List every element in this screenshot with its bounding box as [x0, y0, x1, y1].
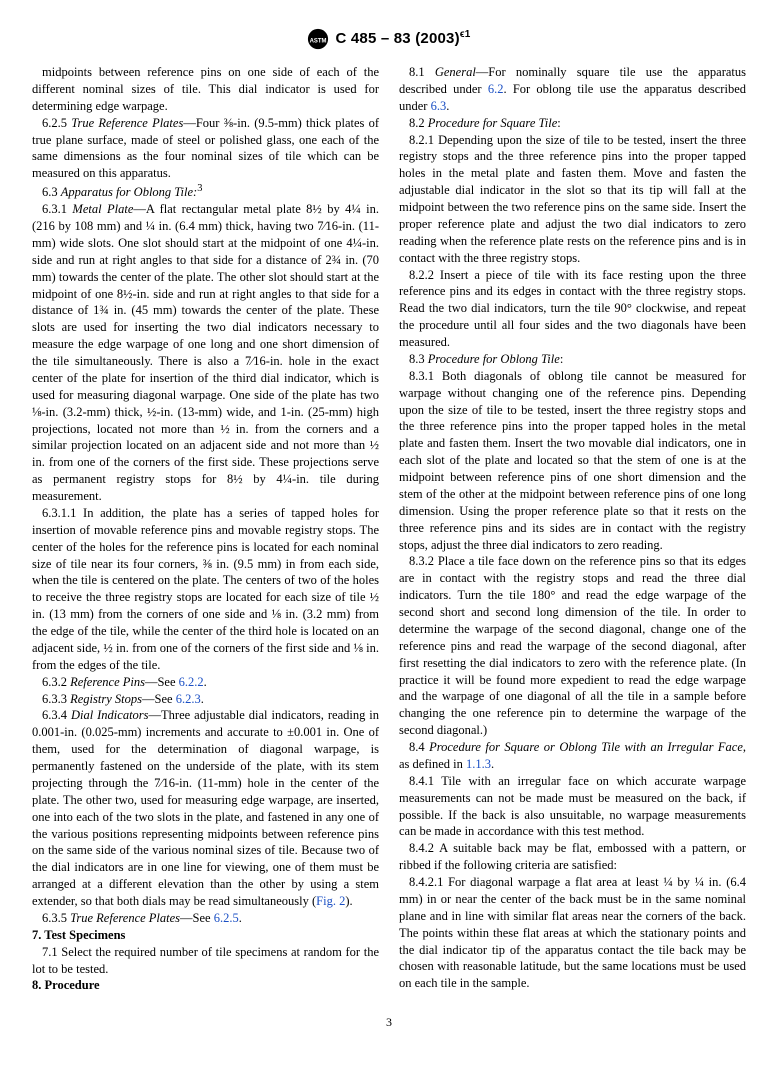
link-6-2-5[interactable]: 6.2.5: [214, 911, 239, 925]
para-6-3-1-1: 6.3.1.1 In addition, the plate has a ser…: [32, 505, 379, 674]
para-6-2-4-cont: midpoints between reference pins on one …: [32, 64, 379, 115]
para-8-4-1: 8.4.1 Tile with an irregular face on whi…: [399, 773, 746, 841]
link-6-2-2[interactable]: 6.2.2: [179, 675, 204, 689]
link-6-2-3[interactable]: 6.2.3: [176, 692, 201, 706]
para-8-2: 8.2 Procedure for Square Tile:: [399, 115, 746, 132]
para-8-2-2: 8.2.2 Insert a piece of tile with its fa…: [399, 267, 746, 351]
para-8-3-2: 8.3.2 Place a tile face down on the refe…: [399, 553, 746, 739]
para-6-3-1: 6.3.1 Metal Plate—A flat rectangular met…: [32, 201, 379, 505]
para-8-3-1: 8.3.1 Both diagonals of oblong tile cann…: [399, 368, 746, 554]
link-6-2[interactable]: 6.2: [488, 82, 504, 96]
svg-text:ASTM: ASTM: [310, 39, 327, 45]
para-8-4-2-1: 8.4.2.1 For diagonal warpage a flat area…: [399, 874, 746, 992]
para-6-3-4: 6.3.4 Dial Indicators—Three adjustable d…: [32, 707, 379, 910]
page-number: 3: [32, 1014, 746, 1030]
para-6-3-3: 6.3.3 Registry Stops—See 6.2.3.: [32, 691, 379, 708]
doc-number-main: C 485 – 83 (2003): [335, 30, 459, 47]
section-7-head: 7. Test Specimens: [32, 927, 379, 944]
section-8-head: 8. Procedure: [32, 977, 379, 994]
para-6-3-5: 6.3.5 True Reference Plates—See 6.2.5.: [32, 910, 379, 927]
para-7-1: 7.1 Select the required number of tile s…: [32, 944, 379, 978]
para-8-4: 8.4 Procedure for Square or Oblong Tile …: [399, 739, 746, 773]
link-1-1-3[interactable]: 1.1.3: [466, 757, 491, 771]
link-fig-2[interactable]: Fig. 2: [316, 894, 345, 908]
para-8-2-1: 8.2.1 Depending upon the size of tile to…: [399, 132, 746, 267]
para-6-3: 6.3 Apparatus for Oblong Tile:3: [32, 182, 379, 201]
para-8-3: 8.3 Procedure for Oblong Tile:: [399, 351, 746, 368]
doc-header: ASTM C 485 – 83 (2003)ϵ1: [32, 28, 746, 50]
para-8-1: 8.1 General—For nominally square tile us…: [399, 64, 746, 115]
para-6-2-5: 6.2.5 True Reference Plates—Four ⅜-in. (…: [32, 115, 379, 183]
doc-number-sup: ϵ1: [460, 29, 471, 40]
page-columns: midpoints between reference pins on one …: [32, 64, 746, 994]
para-6-3-2: 6.3.2 Reference Pins—See 6.2.2.: [32, 674, 379, 691]
doc-number: C 485 – 83 (2003)ϵ1: [335, 28, 470, 49]
link-6-3[interactable]: 6.3: [431, 99, 447, 113]
para-8-4-2: 8.4.2 A suitable back may be flat, embos…: [399, 840, 746, 874]
astm-logo: ASTM: [307, 28, 329, 50]
